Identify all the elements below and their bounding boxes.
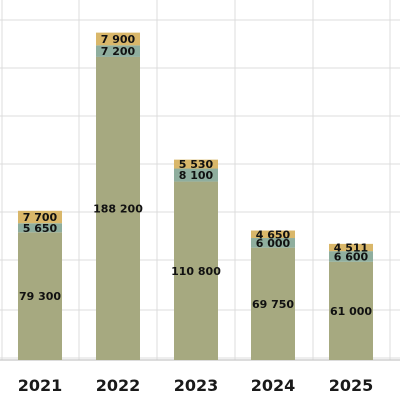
bar-segment-2025-3: [329, 243, 373, 252]
bar-segment-2025-1: [329, 261, 373, 360]
data-label: 61 000: [330, 305, 372, 318]
data-label: 6 600: [334, 250, 369, 263]
data-label: 7 900: [101, 33, 136, 46]
data-label: 4 511: [334, 242, 368, 255]
x-tick-label: 2021: [18, 376, 63, 395]
bar-segment-2021-3: [18, 210, 62, 224]
data-label: 7 200: [101, 45, 136, 58]
data-label: 8 100: [179, 169, 214, 182]
bar-segment-2022-2: [96, 45, 140, 57]
data-label: 110 800: [171, 265, 221, 278]
data-label: 6 000: [256, 237, 291, 250]
bar-segment-2024-1: [251, 247, 295, 360]
bars: [18, 32, 373, 361]
data-label: 79 300: [19, 290, 61, 303]
data-label: 7 700: [23, 211, 58, 224]
data-label: 69 750: [252, 298, 294, 311]
bar-segment-2023-1: [174, 181, 218, 360]
bar-segment-2021-2: [18, 223, 62, 233]
data-label: 5 650: [23, 222, 58, 235]
data-label: 4 650: [256, 228, 291, 241]
x-tick-label: 2023: [174, 376, 219, 395]
bar-segment-2021-1: [18, 232, 62, 360]
bar-segment-2025-2: [329, 251, 373, 262]
data-label: 5 530: [179, 158, 214, 171]
bar-segment-2023-3: [174, 159, 218, 169]
bar-segment-2022-3: [96, 32, 140, 46]
bar-segment-2022-1: [96, 56, 140, 361]
bar-segment-2024-2: [251, 238, 295, 248]
bar-segment-2023-2: [174, 168, 218, 182]
x-tick-label: 2025: [329, 376, 374, 395]
x-tick-label: 2024: [251, 376, 296, 395]
x-tick-label: 2022: [96, 376, 141, 395]
bar-segment-2024-3: [251, 230, 295, 239]
data-label: 188 200: [93, 202, 143, 215]
x-axis-ticks: 2021 2022 2023 2024 2025: [18, 376, 374, 395]
